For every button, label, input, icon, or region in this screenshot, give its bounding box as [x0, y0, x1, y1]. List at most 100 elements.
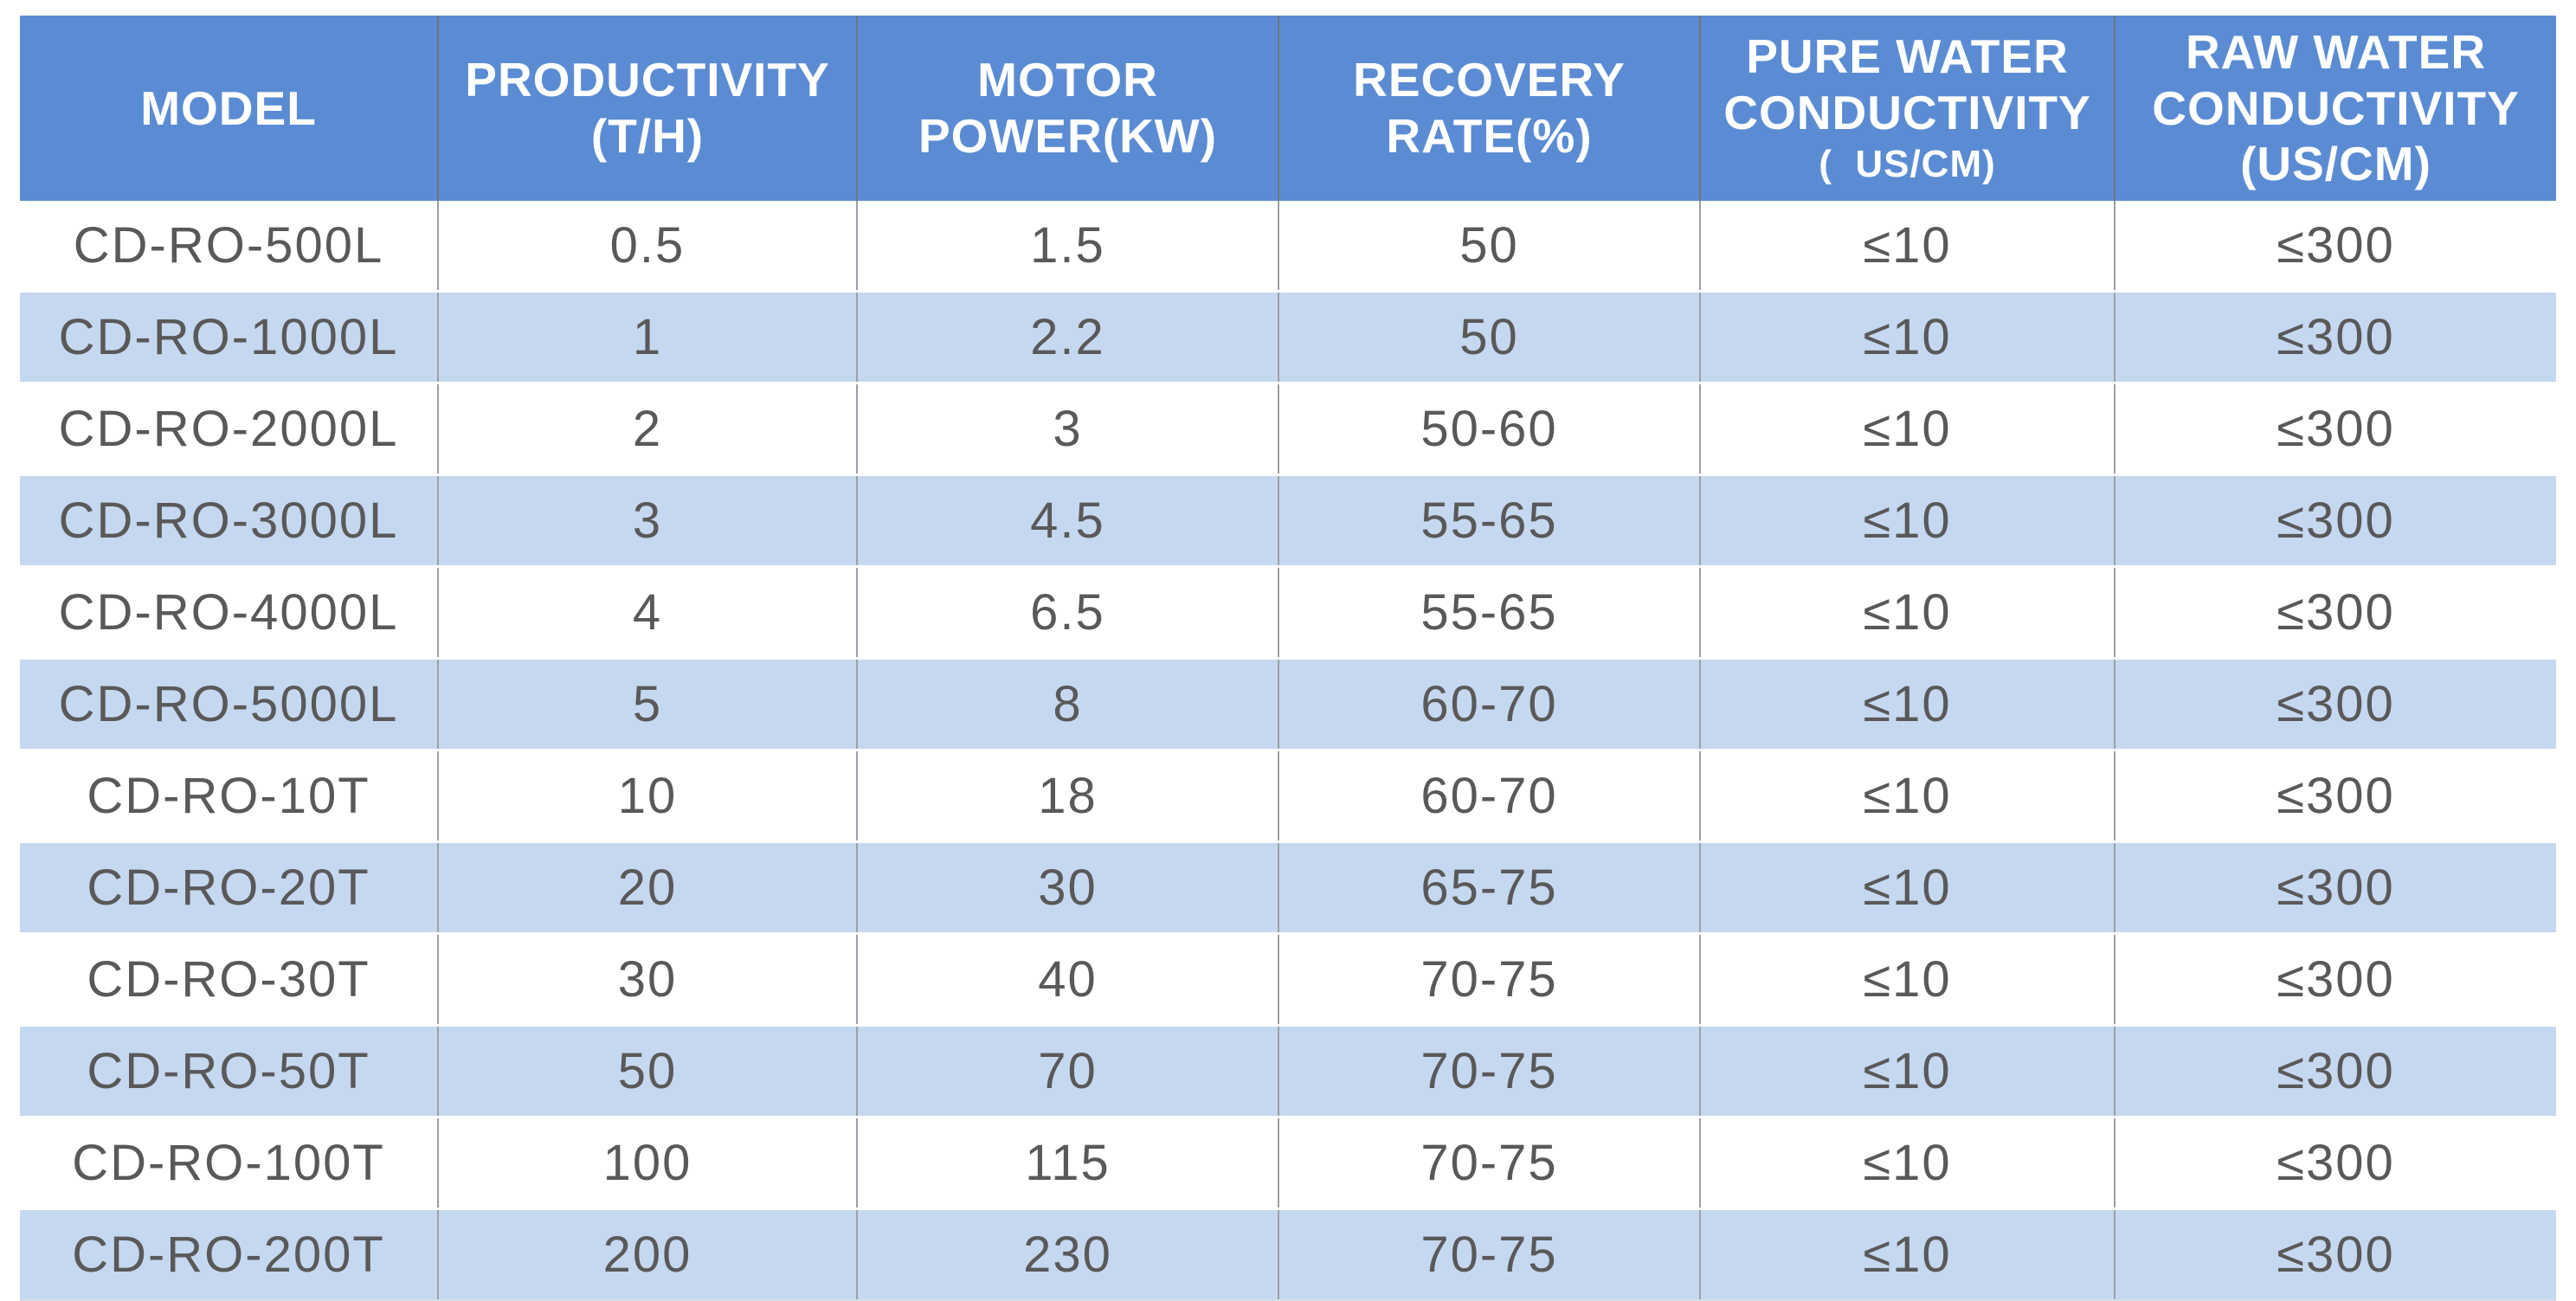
- cell-model: CD-RO-2000L: [20, 383, 438, 475]
- table-row: CD-RO-200T 200 230 70-75 ≤10 ≤300: [20, 1208, 2556, 1301]
- column-header-recovery-rate: RECOVERY RATE(%): [1278, 16, 1700, 201]
- cell-pure-water-conductivity: ≤10: [1699, 201, 2115, 292]
- cell-motor-power: 115: [856, 1117, 1278, 1209]
- cell-model: CD-RO-200T: [20, 1208, 438, 1301]
- column-header-raw-water-conductivity: RAW WATER CONDUCTIVITY (US/CM): [2114, 16, 2556, 201]
- ro-system-spec-table: MODEL PRODUCTIVITY (T/H) MOTOR POWER(KW) RECO…: [20, 16, 2556, 1301]
- cell-pure-water-conductivity: ≤10: [1699, 933, 2115, 1026]
- cell-productivity: 4: [437, 566, 857, 659]
- table-row: CD-RO-50T 50 70 70-75 ≤10 ≤300: [20, 1024, 2556, 1118]
- cell-pure-water-conductivity: ≤10: [1699, 1117, 2115, 1209]
- cell-model: CD-RO-4000L: [20, 566, 438, 659]
- cell-motor-power: 6.5: [856, 566, 1278, 659]
- column-header-line: CONDUCTIVITY: [2152, 81, 2520, 135]
- table-row: CD-RO-3000L 3 4.5 55-65 ≤10 ≤300: [20, 473, 2556, 568]
- cell-recovery-rate: 70-75: [1278, 1024, 1700, 1118]
- cell-recovery-rate: 70-75: [1278, 1117, 1700, 1209]
- column-header-line: MODEL: [140, 81, 317, 135]
- cell-motor-power: 30: [856, 840, 1278, 935]
- column-header-line: PRODUCTIVITY: [465, 53, 830, 107]
- cell-model: CD-RO-1000L: [20, 290, 438, 384]
- cell-productivity: 1: [437, 290, 857, 384]
- cell-recovery-rate: 70-75: [1278, 933, 1700, 1026]
- cell-recovery-rate: 60-70: [1278, 750, 1700, 842]
- cell-recovery-rate: 65-75: [1278, 840, 1700, 935]
- cell-raw-water-conductivity: ≤300: [2114, 840, 2556, 935]
- column-header-line: MOTOR: [977, 53, 1158, 107]
- cell-productivity: 2: [437, 383, 857, 475]
- cell-model: CD-RO-30T: [20, 933, 438, 1026]
- cell-motor-power: 3: [856, 383, 1278, 475]
- column-header-line: RAW WATER: [2185, 24, 2487, 79]
- column-header-line: CONDUCTIVITY: [1723, 85, 2091, 139]
- table-row: CD-RO-500L 0.5 1.5 50 ≤10 ≤300: [20, 201, 2556, 292]
- table-body: CD-RO-500L 0.5 1.5 50 ≤10 ≤300 CD-RO-1000L 1 2.2…: [20, 201, 2556, 1301]
- cell-motor-power: 230: [856, 1208, 1278, 1301]
- table-row: CD-RO-2000L 2 3 50-60 ≤10 ≤300: [20, 383, 2556, 475]
- column-header-motor-power: MOTOR POWER(KW): [856, 16, 1278, 201]
- cell-recovery-rate: 50: [1278, 201, 1700, 292]
- header-row: MODEL PRODUCTIVITY (T/H) MOTOR POWER(KW) RECO…: [20, 16, 2556, 201]
- cell-model: CD-RO-20T: [20, 840, 438, 935]
- cell-motor-power: 70: [856, 1024, 1278, 1118]
- cell-recovery-rate: 60-70: [1278, 657, 1700, 751]
- cell-model: CD-RO-500L: [20, 201, 438, 292]
- table-row: CD-RO-10T 10 18 60-70 ≤10 ≤300: [20, 750, 2556, 842]
- cell-motor-power: 40: [856, 933, 1278, 1026]
- cell-model: CD-RO-10T: [20, 750, 438, 842]
- ro-system-spec-table-wrap: MODEL PRODUCTIVITY (T/H) MOTOR POWER(KW) RECO…: [20, 16, 2556, 1301]
- cell-pure-water-conductivity: ≤10: [1699, 473, 2115, 568]
- cell-productivity: 20: [437, 840, 857, 935]
- column-header-pure-water-conductivity: PURE WATER CONDUCTIVITY( US/CM): [1699, 16, 2115, 201]
- cell-raw-water-conductivity: ≤300: [2114, 473, 2556, 568]
- cell-motor-power: 18: [856, 750, 1278, 842]
- cell-raw-water-conductivity: ≤300: [2114, 750, 2556, 842]
- table-row: CD-RO-30T 30 40 70-75 ≤10 ≤300: [20, 933, 2556, 1026]
- cell-raw-water-conductivity: ≤300: [2114, 201, 2556, 292]
- cell-productivity: 10: [437, 750, 857, 842]
- cell-recovery-rate: 50-60: [1278, 383, 1700, 475]
- cell-pure-water-conductivity: ≤10: [1699, 750, 2115, 842]
- cell-productivity: 30: [437, 933, 857, 1026]
- cell-recovery-rate: 55-65: [1278, 566, 1700, 659]
- table-row: CD-RO-100T 100 115 70-75 ≤10 ≤300: [20, 1117, 2556, 1209]
- cell-raw-water-conductivity: ≤300: [2114, 290, 2556, 384]
- column-header-productivity: PRODUCTIVITY (T/H): [437, 16, 857, 201]
- table-header: MODEL PRODUCTIVITY (T/H) MOTOR POWER(KW) RECO…: [20, 16, 2556, 201]
- cell-recovery-rate: 55-65: [1278, 473, 1700, 568]
- column-header-line: (US/CM): [2240, 137, 2431, 191]
- cell-model: CD-RO-50T: [20, 1024, 438, 1118]
- column-header-line: POWER(KW): [918, 109, 1218, 163]
- cell-pure-water-conductivity: ≤10: [1699, 290, 2115, 384]
- column-header-line: RATE(%): [1386, 109, 1593, 163]
- cell-productivity: 50: [437, 1024, 857, 1118]
- cell-raw-water-conductivity: ≤300: [2114, 1117, 2556, 1209]
- column-header-model: MODEL: [20, 16, 438, 201]
- cell-motor-power: 8: [856, 657, 1278, 751]
- cell-model: CD-RO-5000L: [20, 657, 438, 751]
- cell-productivity: 100: [437, 1117, 857, 1209]
- column-header-line: PURE WATER: [1746, 29, 2069, 83]
- cell-raw-water-conductivity: ≤300: [2114, 383, 2556, 475]
- cell-productivity: 5: [437, 657, 857, 751]
- table-row: CD-RO-5000L 5 8 60-70 ≤10 ≤300: [20, 657, 2556, 751]
- cell-motor-power: 4.5: [856, 473, 1278, 568]
- cell-pure-water-conductivity: ≤10: [1699, 566, 2115, 659]
- cell-model: CD-RO-100T: [20, 1117, 438, 1209]
- cell-pure-water-conductivity: ≤10: [1699, 840, 2115, 935]
- column-header-line: (T/H): [590, 109, 705, 163]
- cell-model: CD-RO-3000L: [20, 473, 438, 568]
- cell-recovery-rate: 70-75: [1278, 1208, 1700, 1301]
- table-row: CD-RO-4000L 4 6.5 55-65 ≤10 ≤300: [20, 566, 2556, 659]
- table-row: CD-RO-20T 20 30 65-75 ≤10 ≤300: [20, 840, 2556, 935]
- cell-pure-water-conductivity: ≤10: [1699, 1024, 2115, 1118]
- cell-raw-water-conductivity: ≤300: [2114, 933, 2556, 1026]
- cell-raw-water-conductivity: ≤300: [2114, 566, 2556, 659]
- cell-pure-water-conductivity: ≤10: [1699, 1208, 2115, 1301]
- cell-raw-water-conductivity: ≤300: [2114, 1024, 2556, 1118]
- cell-productivity: 3: [437, 473, 857, 568]
- cell-pure-water-conductivity: ≤10: [1699, 383, 2115, 475]
- cell-motor-power: 2.2: [856, 290, 1278, 384]
- column-header-unit: ( US/CM): [1819, 143, 1996, 186]
- cell-productivity: 0.5: [437, 201, 857, 292]
